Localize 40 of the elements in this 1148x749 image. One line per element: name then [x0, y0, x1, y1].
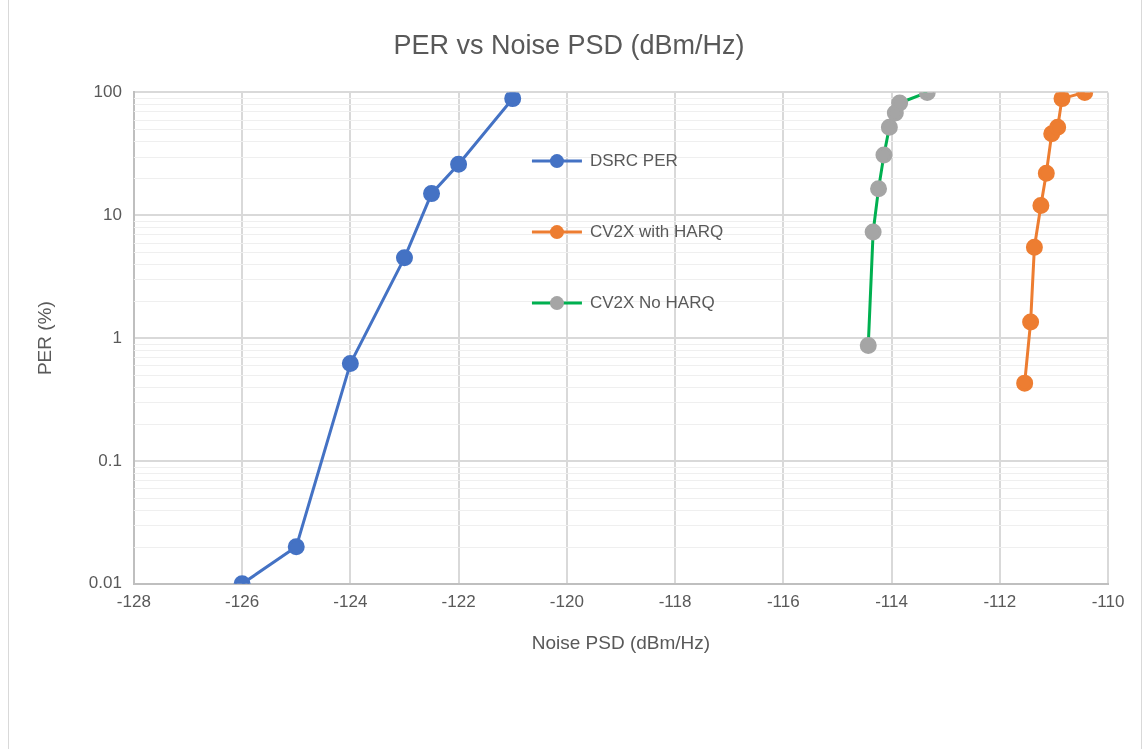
point	[504, 92, 522, 108]
point	[1032, 197, 1050, 215]
point	[891, 94, 909, 112]
legend-label: DSRC PER	[589, 150, 678, 170]
point	[870, 180, 888, 198]
point	[1025, 238, 1043, 256]
point	[1049, 118, 1067, 136]
x-tick-label: -112	[983, 591, 1017, 611]
point	[859, 337, 877, 355]
x-tick-label: -110	[1091, 591, 1125, 611]
chart-title: PER vs Noise PSD (dBm/Hz)	[393, 29, 745, 60]
legend-label: CV2X with HARQ	[589, 221, 724, 241]
x-tick-label: -116	[766, 591, 800, 611]
point	[880, 118, 898, 136]
y-tick-label: 0.1	[98, 450, 122, 470]
x-axis-title: Noise PSD (dBm/Hz)	[531, 631, 711, 653]
point	[1016, 374, 1034, 392]
point	[341, 355, 359, 373]
point	[287, 538, 305, 556]
x-tick-label: -120	[549, 591, 584, 611]
point	[1053, 92, 1071, 108]
x-tick-label: -114	[875, 591, 908, 611]
point	[395, 249, 413, 267]
point	[864, 223, 882, 241]
point	[450, 155, 468, 173]
x-tick-label: -128	[116, 591, 151, 611]
point	[875, 146, 893, 164]
point	[1037, 164, 1055, 182]
x-tick-label: -122	[441, 591, 476, 611]
y-tick-label: 1	[112, 327, 122, 347]
y-tick-label: 0.01	[88, 573, 122, 593]
legend-label: CV2X No HARQ	[589, 292, 715, 312]
y-tick-label: 10	[102, 204, 122, 224]
x-tick-label: -126	[225, 591, 260, 611]
y-tick-label: 100	[93, 82, 122, 102]
point	[423, 185, 441, 203]
y-axis-title: PER (%)	[33, 301, 55, 376]
x-tick-label: -124	[333, 591, 368, 611]
point	[1022, 313, 1040, 331]
x-tick-label: -118	[658, 591, 692, 611]
